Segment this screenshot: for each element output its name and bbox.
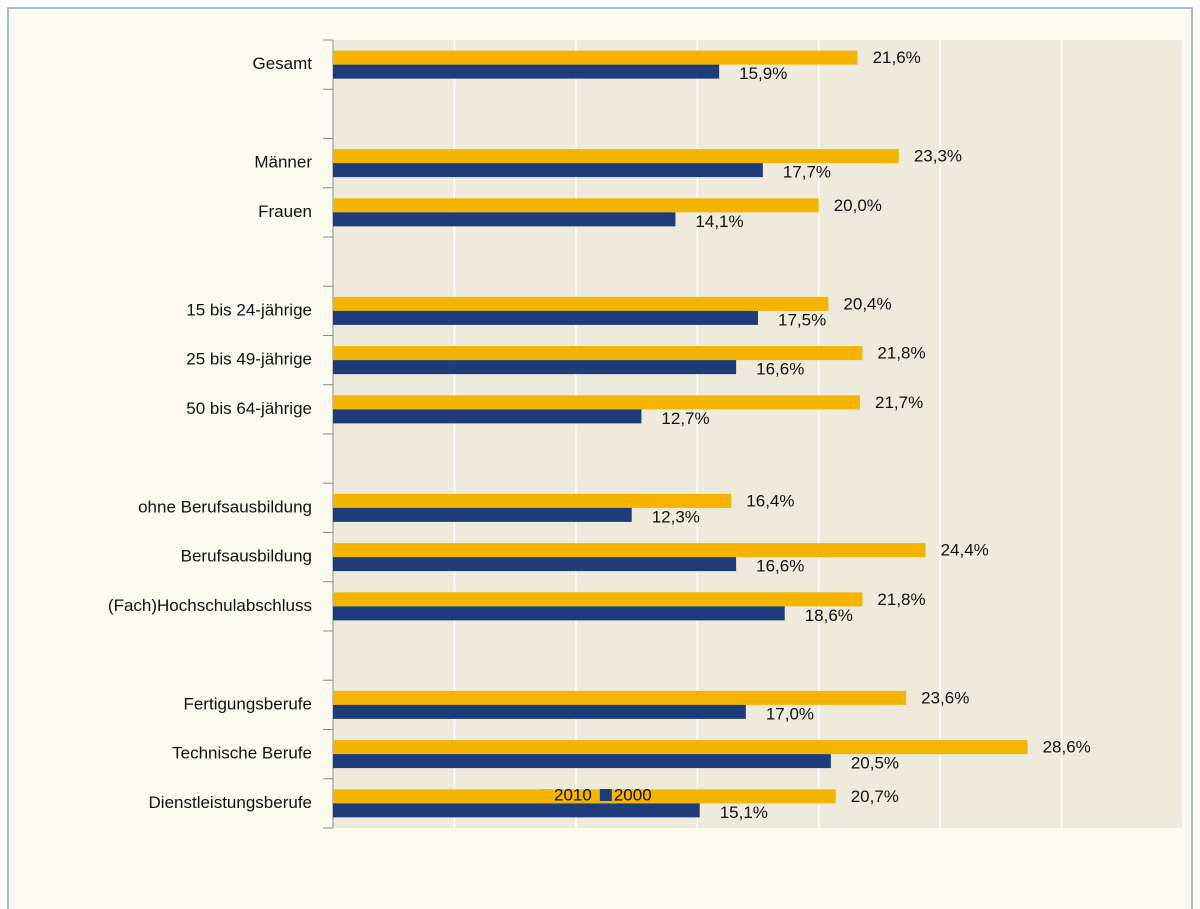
value-label: 20,5% [851,754,899,773]
value-label: 17,7% [783,163,831,182]
bar [333,360,737,375]
value-label: 20,0% [834,196,882,215]
value-label: 21,8% [877,590,925,609]
value-label: 24,4% [941,541,989,560]
value-label: 16,6% [756,557,804,576]
bar [333,395,860,410]
bar [333,754,831,769]
bar [333,803,700,818]
value-label: 17,0% [766,704,814,723]
y-tick-label: 15 bis 24-jährige [186,300,312,319]
bar [333,740,1028,755]
legend-label: 2000 [614,785,652,804]
y-tick-label: Gesamt [252,54,312,73]
bar [333,296,829,311]
value-label: 15,9% [739,64,787,83]
bar [333,409,642,424]
value-label: 12,7% [661,409,709,428]
y-tick-label: ohne Berufsausbildung [138,497,312,516]
y-tick-label: (Fach)Hochschulabschluss [108,596,312,615]
y-tick-label: Fertigungsberufe [183,694,312,713]
bar [333,64,720,79]
y-tick-label: 25 bis 49-jährige [186,350,312,369]
bar [333,50,858,65]
bar [333,163,763,178]
bar [333,789,836,804]
value-label: 12,3% [652,507,700,526]
value-label: 18,6% [805,606,853,625]
legend-swatch [599,789,612,801]
bar [333,690,907,705]
bar [333,346,863,361]
y-tick-label: Berufsausbildung [181,547,312,566]
bar [333,592,863,607]
value-label: 15,1% [720,803,768,822]
y-tick-label: 50 bis 64-jährige [186,399,312,418]
value-label: 17,5% [778,310,826,329]
value-label: 14,1% [695,212,743,231]
value-label: 28,6% [1043,738,1091,757]
value-label: 21,8% [877,344,925,363]
legend-label: 2010 [554,785,592,804]
bar [333,149,899,164]
y-tick-label: Dienstleistungsberufe [149,793,312,812]
value-label: 20,4% [843,294,891,313]
value-label: 21,7% [875,393,923,412]
bar [333,310,758,325]
bar [333,704,746,719]
y-tick-label: Männer [254,153,312,172]
y-tick-label: Technische Berufe [172,744,312,763]
bar [333,557,737,572]
value-label: 23,3% [914,147,962,166]
bar [333,543,926,558]
bar [333,606,785,621]
y-tick-label: Frauen [258,202,312,221]
value-label: 21,6% [873,48,921,67]
bar [333,212,676,227]
legend-swatch [540,789,552,801]
bar [333,198,819,213]
value-label: 16,6% [756,360,804,379]
value-label: 23,6% [921,688,969,707]
bar [333,493,732,508]
value-label: 16,4% [746,491,794,510]
bar [333,507,632,522]
value-label: 20,7% [851,787,899,806]
